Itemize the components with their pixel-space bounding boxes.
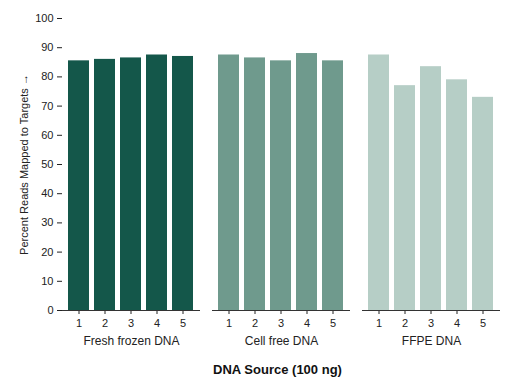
svg-text:4: 4 [304,317,310,329]
svg-text:90: 90 [41,41,53,53]
svg-text:3: 3 [128,317,134,329]
svg-text:2: 2 [252,317,258,329]
svg-text:100: 100 [35,12,53,24]
svg-text:3: 3 [278,317,284,329]
svg-text:40: 40 [41,187,53,199]
svg-text:0: 0 [47,304,53,316]
svg-text:Cell free DNA: Cell free DNA [245,334,318,348]
svg-text:5: 5 [480,317,486,329]
svg-text:1: 1 [376,317,382,329]
svg-text:1: 1 [226,317,232,329]
svg-text:50: 50 [41,158,53,170]
svg-text:2: 2 [402,317,408,329]
svg-text:5: 5 [330,317,336,329]
svg-text:20: 20 [41,246,53,258]
svg-text:FFPE DNA: FFPE DNA [402,334,461,348]
svg-text:30: 30 [41,216,53,228]
svg-text:Fresh frozen DNA: Fresh frozen DNA [83,334,179,348]
svg-text:60: 60 [41,129,53,141]
svg-text:1: 1 [76,317,82,329]
svg-text:2: 2 [102,317,108,329]
svg-text:3: 3 [428,317,434,329]
svg-text:80: 80 [41,70,53,82]
svg-text:4: 4 [154,317,160,329]
html-text:DNA Source (100 ng): DNA Source (100 ng) [213,362,342,377]
svg-text:5: 5 [180,317,186,329]
svg-text:70: 70 [41,100,53,112]
svg-text:4: 4 [454,317,460,329]
svg-text:Percent Reads Mapped to Target: Percent Reads Mapped to Targets → [18,74,30,255]
svg-text:10: 10 [41,275,53,287]
